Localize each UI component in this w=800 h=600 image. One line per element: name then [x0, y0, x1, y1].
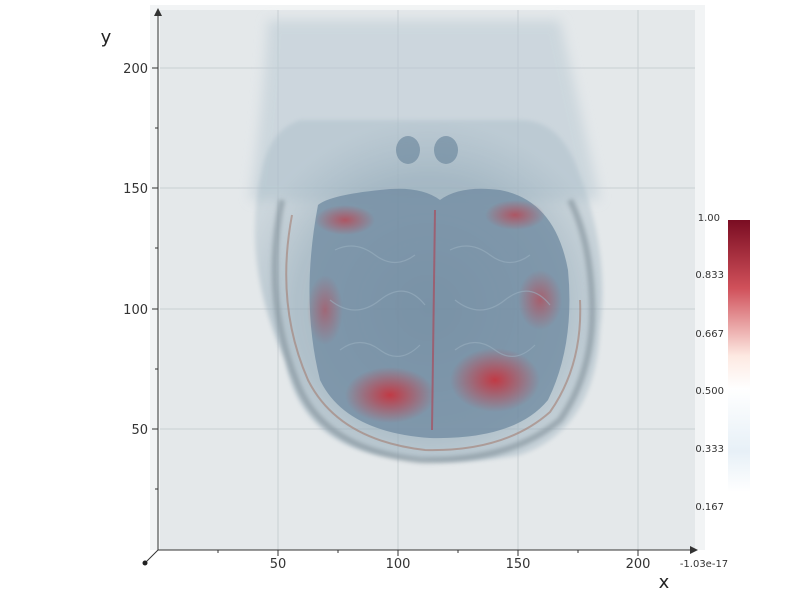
- colorbar-tick-label: 0.333: [695, 444, 724, 455]
- y-axis-title: y: [101, 27, 112, 48]
- x-axis-arrow-icon: [690, 546, 698, 554]
- y-tick-label: 200: [123, 62, 148, 77]
- x-tick-label: 150: [506, 557, 531, 572]
- x-axis-title: x: [659, 572, 670, 593]
- y-tick-label: 150: [123, 182, 148, 197]
- volume-rendering: [250, 20, 603, 464]
- axes-lines: [144, 10, 697, 564]
- y-axis-arrow-icon: [154, 8, 162, 16]
- colorbar-tick-label: 0.167: [695, 502, 724, 513]
- colorbar[interactable]: [728, 220, 750, 492]
- tick-marks: [152, 67, 639, 556]
- axis-min-label: -1.03e-17: [680, 559, 728, 570]
- colorbar-tick-label: 0.667: [695, 329, 724, 340]
- colorbar-tick-label: 0.833: [695, 270, 724, 281]
- axis-origin-marker: [142, 560, 148, 566]
- y-tick-label: 50: [131, 423, 148, 438]
- x-tick-label: 100: [386, 557, 411, 572]
- y-tick-label: 100: [123, 303, 148, 318]
- x-tick-label: 200: [626, 557, 651, 572]
- x-tick-label: 50: [270, 557, 287, 572]
- colorbar-tick-label: 1.00: [698, 213, 720, 224]
- colorbar-tick-label: 0.500: [695, 386, 724, 397]
